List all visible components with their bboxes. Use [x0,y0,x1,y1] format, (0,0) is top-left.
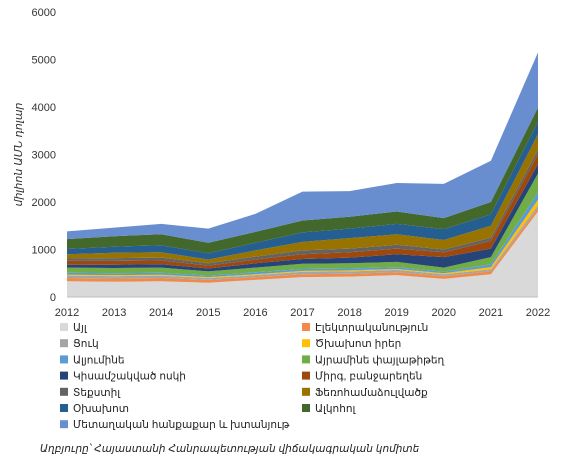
y-tick-label: 4000 [32,102,56,114]
legend-label: Էլեկտրականություն [315,322,428,334]
legend-item: Մետաղական հանքաքար և խտանյութ [60,419,290,431]
area-series-0 [67,211,538,297]
y-tick-label: 3000 [32,150,56,162]
x-tick-label: 2018 [337,307,361,319]
legend-swatch [302,404,310,412]
legend-item: Տեքստիլ [60,387,121,399]
x-tick-label: 2021 [479,307,503,319]
legend-swatch [60,355,68,364]
legend-swatch [302,387,310,396]
legend-swatch [60,371,68,380]
legend-label: Ֆեռոհամաձուլվածք [315,387,428,399]
y-axis-label: միլիոն ԱՄՆ դոլար [13,102,25,206]
legend-label: Ցուկ [73,338,99,350]
legend-swatch [302,323,310,331]
legend-label: Տեքստիլ [73,387,121,399]
x-tick-label: 2016 [243,307,267,319]
legend-item: Ալյումինե [60,354,125,366]
legend-item: Ծխախոտ իրեր [302,338,401,350]
legend-label: Այրամինե փայլաթիթեղ [315,354,445,366]
y-tick-label: 6000 [32,7,56,19]
x-tick-label: 2022 [526,307,550,319]
area-series-11 [67,107,538,254]
legend-swatch [302,339,310,348]
legend-item: Ֆեռոհամաձուլվածք [302,387,428,399]
x-tick-label: 2014 [149,307,173,319]
x-tick-label: 2020 [432,307,456,319]
legend-swatch [60,420,68,429]
y-tick-label: 1000 [32,245,56,257]
area-series-12 [67,52,538,243]
legend-label: Ալյումինե [73,354,125,366]
legend-label: Մետաղական հանքաքար և խտանյութ [73,419,290,431]
legend-label: Այլ [73,322,88,334]
area-layers [67,52,538,297]
source-note: Աղբյուրը՝ Հայաստանի Հանրապետության վիճակ… [40,443,420,455]
legend-item: Այրամինե փայլաթիթեղ [302,354,445,366]
x-tick-label: 2015 [196,307,220,319]
legend-swatch [60,339,68,348]
y-tick-label: 2000 [32,197,56,209]
legend-label: Կիսամշակված ոսկի [73,371,186,383]
y-tick-label: 5000 [32,55,56,67]
y-tick-labels: 0 1000 2000 3000 4000 5000 6000 [32,7,56,304]
x-tick-labels: 2012 2013 2014 2015 2016 2017 2018 2019 2020 2021… [55,307,550,319]
legend-item: Այլ [60,322,88,334]
legend-label: Ալկոհոլ [315,403,357,415]
legend-label: Օխախոտ [73,403,129,415]
x-tick-label: 2017 [290,307,314,319]
legend-label: Միրգ, բանջարեղեն [315,371,422,383]
legend-swatch [302,355,310,364]
legend-item: Օխախոտ [60,403,129,415]
legend-swatch [60,387,68,396]
legend-label: Ծխախոտ իրեր [315,338,401,350]
legend-item: Կիսամշակված ոսկի [60,371,186,383]
legend: Այլ Էլեկտրականություն Ցուկ Ծխախոտ իրեր Ալյու… [60,322,445,431]
legend-swatch [302,371,310,380]
x-tick-label: 2012 [55,307,79,319]
legend-swatch [60,323,68,331]
legend-swatch [60,404,68,412]
legend-item: Ալկոհոլ [302,403,357,415]
legend-item: Միրգ, բանջարեղեն [302,371,422,383]
legend-item: Ցուկ [60,338,99,350]
legend-item: Էլեկտրականություն [302,322,428,334]
x-tick-label: 2019 [384,307,408,319]
x-tick-label: 2013 [102,307,126,319]
y-tick-label: 0 [50,292,56,304]
